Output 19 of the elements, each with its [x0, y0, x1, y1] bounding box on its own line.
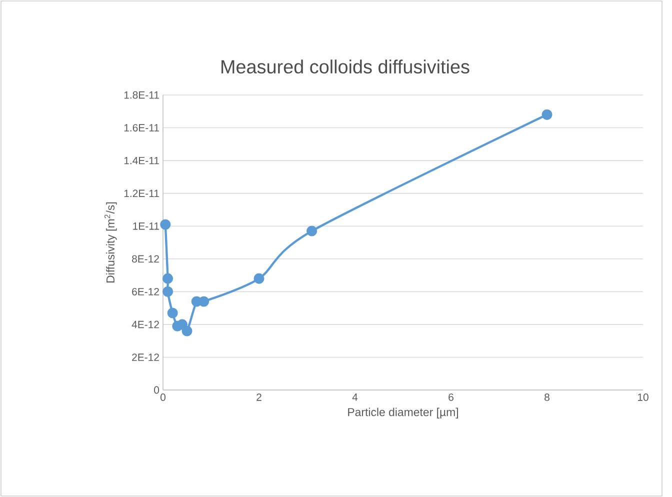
y-tick-label: 8E-12	[132, 255, 159, 263]
y-tick-label: 1.8E-11	[124, 91, 159, 99]
y-tick-label: 1.4E-11	[124, 156, 159, 164]
x-tick-label: 6	[448, 394, 454, 401]
y-tick-label: 1.6E-11	[124, 124, 159, 132]
x-tick-label: 4	[352, 394, 358, 401]
x-tick-label: 0	[160, 394, 166, 401]
y-tick-label: 4E-12	[132, 320, 159, 328]
x-tick-label: 8	[544, 394, 550, 401]
y-tick-label: 1E-11	[133, 222, 159, 230]
y-tick-label: 0	[154, 386, 160, 394]
y-tick-label: 6E-12	[132, 288, 159, 296]
y-tick-label: 2E-12	[132, 354, 159, 361]
y-axis-title: Diffusivity [m$^{2}$/s]	[104, 202, 117, 282]
y-tick-label: 1.2E-11	[124, 190, 159, 197]
x-axis-title: Particle diameter [µm]	[348, 408, 458, 418]
x-tick-label: 2	[256, 394, 262, 401]
chart-title: Measured colloids diffusivities	[222, 60, 470, 74]
x-tick-label: 10	[638, 394, 648, 401]
